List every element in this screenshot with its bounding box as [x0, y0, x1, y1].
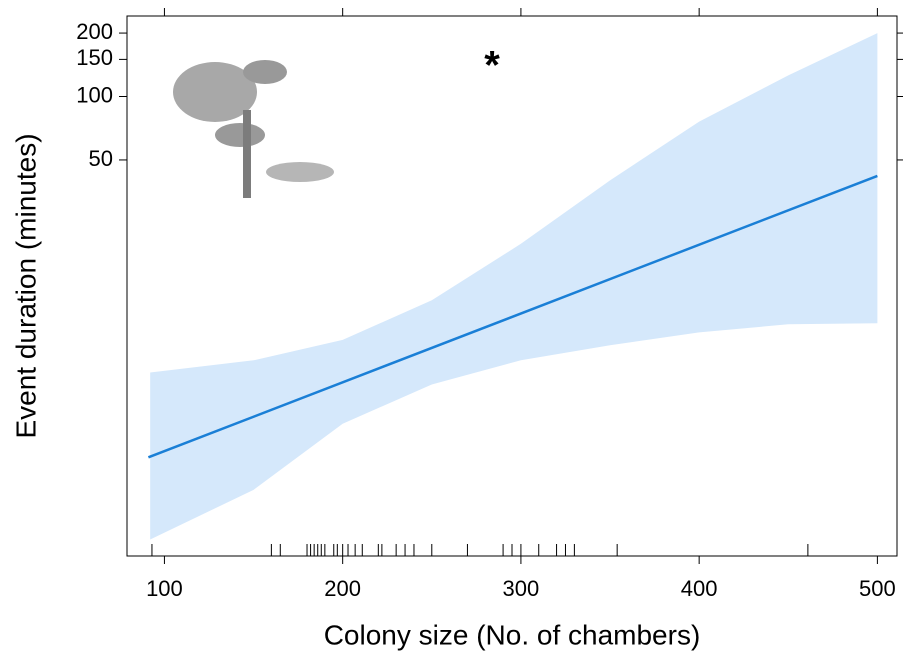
x-tick-label: 200	[324, 576, 361, 601]
x-tick-label: 500	[859, 576, 896, 601]
x-axis-title: Colony size (No. of chambers)	[324, 619, 701, 650]
x-tick-label: 300	[503, 576, 540, 601]
y-tick-label: 200	[76, 19, 113, 44]
y-tick-label: 100	[76, 82, 113, 107]
y-tick-label: 150	[76, 45, 113, 70]
tree-icon	[173, 60, 334, 198]
y-tick-label: 50	[89, 146, 113, 171]
x-tick-label: 100	[146, 576, 183, 601]
fit-line	[147, 174, 878, 459]
x-tick-label: 400	[681, 576, 718, 601]
y-axis-title: Event duration (minutes)	[10, 133, 41, 438]
annotation: *	[484, 44, 500, 88]
confidence-band	[150, 33, 878, 540]
